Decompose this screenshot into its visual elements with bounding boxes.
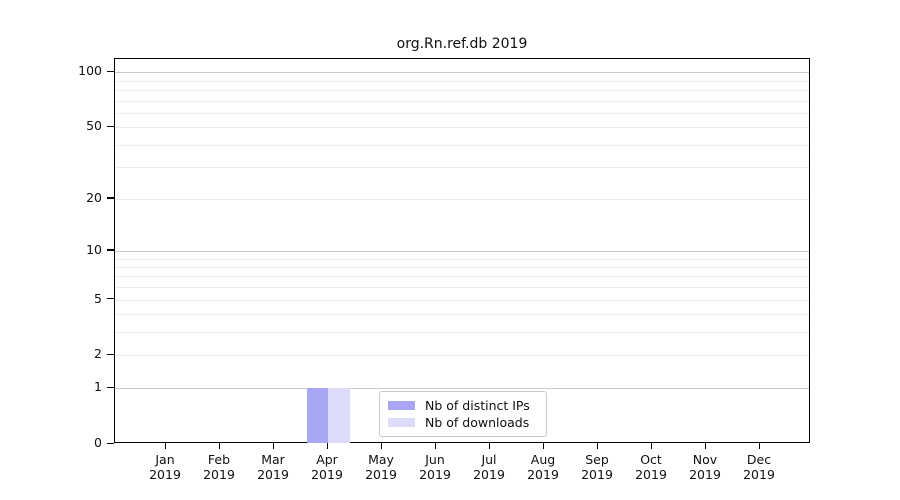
x-tick-month: Aug <box>530 452 556 467</box>
y-tick-mark <box>107 197 114 199</box>
x-tick-label: Nov 2019 <box>673 452 737 482</box>
x-tick-label: Aug 2019 <box>511 452 575 482</box>
x-tick-month: Sep <box>585 452 609 467</box>
x-tick-year: 2019 <box>365 467 397 482</box>
y-tick-mark <box>107 353 114 356</box>
x-tick-label: Mar 2019 <box>241 452 305 482</box>
x-tick-month: Oct <box>640 452 662 467</box>
x-tick-year: 2019 <box>689 467 721 482</box>
x-tick-month: Jan <box>155 452 175 467</box>
x-tick-label: Jun 2019 <box>403 452 467 482</box>
x-tick-year: 2019 <box>743 467 775 482</box>
minor-gridline <box>115 266 809 268</box>
y-tick-mark <box>107 442 114 444</box>
minor-gridline <box>115 258 809 260</box>
x-tick-mark <box>758 443 760 449</box>
x-tick-label: Dec 2019 <box>727 452 791 482</box>
y-tick-label: 50 <box>86 118 102 134</box>
minor-gridline <box>115 332 809 334</box>
x-tick-month: May <box>368 452 394 467</box>
x-tick-mark <box>272 443 274 449</box>
minor-gridline <box>115 287 809 289</box>
y-tick-mark <box>107 70 114 72</box>
minor-gridline <box>115 112 809 114</box>
x-tick-label: Jan 2019 <box>133 452 197 482</box>
x-tick-year: 2019 <box>257 467 289 482</box>
legend-row-distinct-ips: Nb of distinct IPs <box>388 397 537 414</box>
legend-label-downloads: Nb of downloads <box>425 415 530 430</box>
minor-gridline <box>115 167 809 169</box>
y-tick-mark <box>107 249 114 251</box>
y-tick-label: 100 <box>78 63 102 79</box>
y-tick-label: 0 <box>94 435 102 450</box>
minor-gridline <box>115 100 809 102</box>
minor-gridline <box>115 276 809 278</box>
y-tick-mark <box>107 386 114 388</box>
y-tick-label: 10 <box>86 241 102 257</box>
x-tick-mark <box>542 443 544 449</box>
x-tick-year: 2019 <box>149 467 181 482</box>
minor-gridline <box>115 314 809 316</box>
x-tick-mark <box>488 443 490 449</box>
y-tick-mark <box>107 298 114 300</box>
x-tick-year: 2019 <box>311 467 343 482</box>
x-tick-label: May 2019 <box>349 452 413 482</box>
y-tick-label: 20 <box>86 189 102 205</box>
x-tick-mark <box>434 443 436 449</box>
x-tick-year: 2019 <box>473 467 505 482</box>
x-tick-label: Apr 2019 <box>295 452 359 482</box>
minor-gridline <box>115 198 809 200</box>
x-tick-year: 2019 <box>203 467 235 482</box>
legend-row-downloads: Nb of downloads <box>388 414 537 431</box>
x-tick-mark <box>164 443 166 449</box>
major-gridline <box>115 388 809 390</box>
minor-gridline <box>115 127 809 129</box>
minor-gridline <box>115 299 809 301</box>
x-tick-label: Feb 2019 <box>187 452 251 482</box>
legend-swatch-downloads <box>388 418 415 427</box>
legend-label-distinct-ips: Nb of distinct IPs <box>425 398 530 413</box>
y-tick-mark <box>107 125 114 128</box>
x-tick-month: Jun <box>425 452 445 467</box>
minor-gridline <box>115 355 809 357</box>
x-tick-month: Mar <box>261 452 285 467</box>
bar-nb-of-downloads <box>328 388 350 443</box>
bar-nb-of-distinct-ips <box>306 388 328 443</box>
x-tick-label: Sep 2019 <box>565 452 629 482</box>
x-tick-label: Jul 2019 <box>457 452 521 482</box>
chart-title: org.Rn.ref.db 2019 <box>396 36 528 52</box>
minor-gridline <box>115 89 809 91</box>
y-tick-label: 5 <box>94 290 102 306</box>
x-tick-month: Dec <box>746 452 772 467</box>
y-tick-label: 1 <box>94 379 102 395</box>
x-tick-mark <box>704 443 706 449</box>
plot-area: Nb of distinct IPs Nb of downloads <box>114 58 810 443</box>
x-tick-mark <box>596 443 598 449</box>
x-tick-mark <box>326 443 328 449</box>
x-tick-year: 2019 <box>527 467 559 482</box>
x-tick-year: 2019 <box>419 467 451 482</box>
x-tick-month: Apr <box>316 452 338 467</box>
minor-gridline <box>115 80 809 82</box>
x-tick-year: 2019 <box>581 467 613 482</box>
legend: Nb of distinct IPs Nb of downloads <box>379 391 547 437</box>
x-tick-mark <box>650 443 652 449</box>
x-tick-month: Feb <box>207 452 231 467</box>
x-tick-mark <box>218 443 220 449</box>
minor-gridline <box>115 144 809 146</box>
legend-swatch-distinct-ips <box>388 401 415 410</box>
x-tick-label: Oct 2019 <box>619 452 683 482</box>
major-gridline <box>115 72 809 74</box>
major-gridline <box>115 250 809 252</box>
x-tick-year: 2019 <box>635 467 667 482</box>
x-tick-month: Jul <box>481 452 497 467</box>
y-tick-label: 2 <box>94 346 102 362</box>
x-tick-month: Nov <box>692 452 718 467</box>
x-tick-mark <box>380 443 382 449</box>
